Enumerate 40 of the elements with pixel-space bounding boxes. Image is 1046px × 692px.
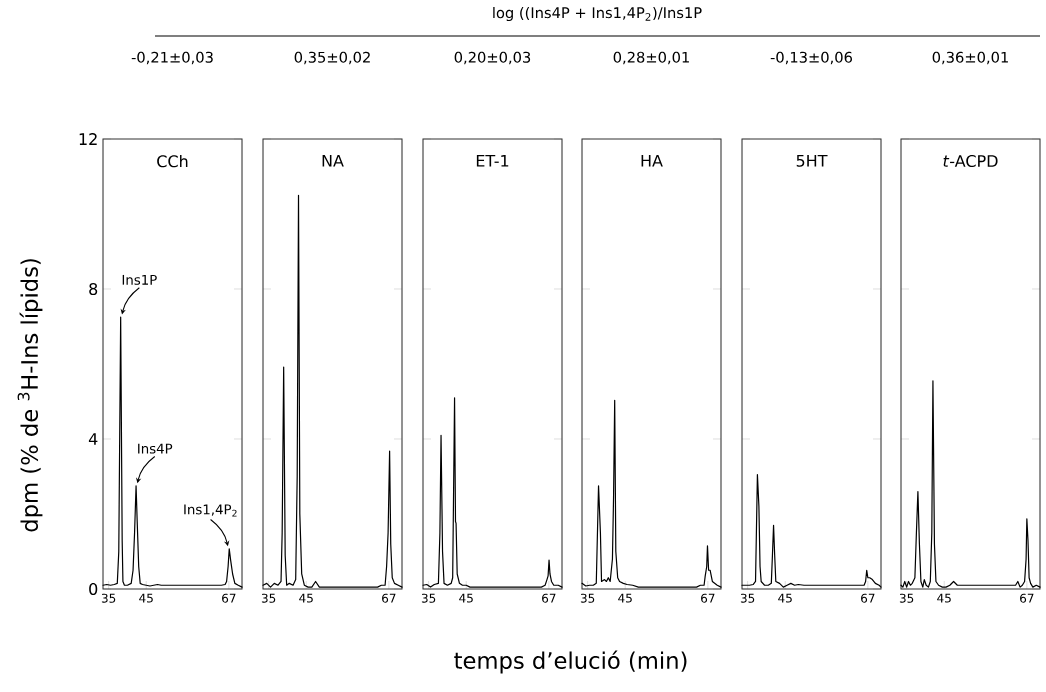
y-axis-title: dpm (% de $^{3}$H-Ins lípids): [17, 259, 43, 532]
annotation: t-ACPD: [943, 154, 998, 168]
x-tick-label: 67: [701, 593, 715, 603]
annotation: CCh: [157, 154, 188, 168]
x-tick-label: 67: [1020, 593, 1034, 603]
annotation: NA: [322, 154, 344, 167]
x-tick-label: 35: [580, 593, 595, 603]
x-tick-label: 67: [382, 593, 396, 603]
chart-title: 0,35±0,02: [294, 51, 370, 65]
annotation: 5HT: [796, 154, 828, 167]
text: log ((Ins4P + Ins1,4P$_{2}$)/Ins1P: [493, 6, 702, 22]
y-tick-label: 4: [88, 433, 98, 445]
annotation: Ins1,4P$_{2}$: [184, 504, 237, 517]
x-tick-label: 35: [421, 593, 436, 603]
chart-title: 0,36±0,01: [932, 51, 1008, 65]
x-tick-label: 67: [542, 593, 556, 603]
annotation: HA: [641, 154, 663, 167]
x-tick-label: 45: [618, 593, 632, 603]
x-tick-label: 45: [299, 593, 313, 603]
x-tick-label: 45: [459, 593, 473, 603]
chart-title: 0,28±0,01: [613, 51, 689, 65]
annotation: Ins4P: [138, 443, 173, 454]
y-tick-label: 12: [79, 133, 97, 145]
chart-title: -0,21±0,03: [131, 51, 213, 65]
annotation: Ins1P: [122, 274, 157, 285]
x-tick-label: 35: [261, 593, 276, 603]
x-tick-label: 45: [139, 593, 153, 603]
x-tick-label: 35: [101, 593, 116, 603]
x-tick-label: 67: [861, 593, 875, 603]
y-tick-label: 0: [89, 582, 98, 596]
x-tick-label: 35: [899, 593, 914, 603]
x-tick-label: 45: [778, 593, 792, 603]
chart-title: -0,13±0,06: [770, 51, 853, 65]
x-tick-label: 45: [937, 593, 951, 603]
annotation: ET-1: [476, 154, 509, 167]
x-tick-label: 35: [740, 593, 755, 603]
text: temps d’elució (min): [454, 650, 687, 674]
x-tick-label: 67: [222, 593, 236, 603]
chart-title: 0,20±0,03: [454, 51, 531, 65]
y-tick-label: 8: [89, 282, 98, 296]
